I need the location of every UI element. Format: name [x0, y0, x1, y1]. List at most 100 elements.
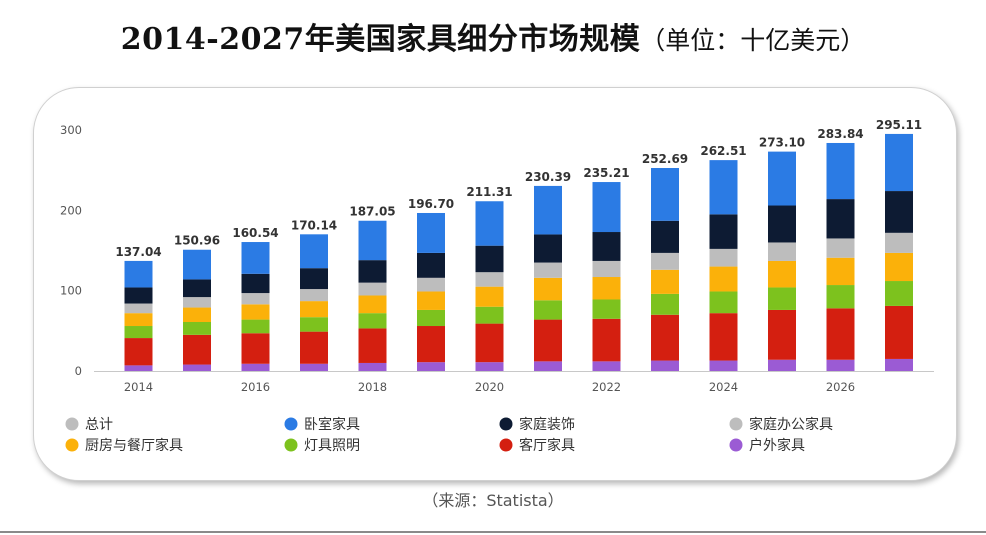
source-note: （来源：Statista）	[422, 491, 564, 510]
bar-segment	[651, 314, 679, 361]
legend-marker	[729, 417, 743, 431]
bar-segment	[417, 326, 445, 363]
y-tick-label: 100	[60, 284, 82, 298]
chart-title: 2014-2027年美国家具细分市场规模	[120, 22, 641, 57]
bar-segment	[768, 205, 796, 243]
bar-segment	[885, 281, 913, 306]
data-label: 170.14	[291, 218, 337, 232]
bar-segment	[300, 234, 328, 269]
bar-segment	[651, 252, 679, 270]
bar-segment	[709, 360, 738, 371]
x-tick-label: 2020	[475, 380, 504, 394]
bottom-divider	[0, 531, 986, 533]
bar-segment	[768, 242, 796, 261]
legend-label: 灯具照明	[304, 438, 360, 454]
bar-segment	[651, 360, 679, 371]
bar-segment	[124, 338, 153, 366]
bar-segment	[183, 279, 211, 298]
bar-segment	[592, 182, 621, 233]
bar-segment	[358, 282, 387, 296]
legend-label: 厨房与餐厅家具	[85, 437, 183, 454]
stacked-bar-chart: 0 100 200 300 137.04 2014 150.96 160.54 2016 170.…	[60, 118, 934, 454]
bar-segment	[534, 319, 562, 362]
bar-segment	[651, 220, 679, 253]
chart-card: 0 100 200 300 137.04 2014 150.96 160.54 2016 170.…	[33, 87, 957, 481]
bar-segment	[768, 260, 796, 288]
legend-marker	[499, 438, 513, 452]
bar-segment	[709, 313, 738, 361]
bar-segment	[592, 361, 621, 371]
bar-segment	[534, 234, 562, 263]
bar-segment	[241, 333, 270, 364]
bar-segment	[709, 160, 738, 215]
bar-segment	[124, 287, 153, 304]
bar-segment	[124, 326, 153, 339]
bar-segment	[651, 269, 679, 294]
data-label: 295.11	[876, 118, 922, 132]
bar-segment	[358, 295, 387, 314]
legend-marker	[65, 438, 79, 452]
bar-segment	[534, 361, 562, 371]
data-label: 137.04	[115, 245, 161, 259]
legend-marker	[65, 417, 79, 431]
page-title: 2014-2027年美国家具细分市场规模（单位：十亿美元）	[0, 14, 986, 58]
bar-segment	[417, 277, 445, 292]
bar-segment	[826, 238, 855, 258]
bar-segment	[768, 309, 796, 360]
bar-segment	[592, 232, 621, 261]
bar-segment	[768, 359, 796, 371]
bar-segment	[709, 266, 738, 292]
bar-segment	[241, 319, 270, 334]
data-label: 150.96	[174, 234, 220, 248]
bar-segment	[417, 252, 445, 278]
bar-segment	[534, 277, 562, 301]
bar-segment	[183, 364, 211, 371]
y-tick-label: 200	[60, 203, 82, 217]
bar-segment	[475, 272, 504, 287]
bar-segment	[592, 299, 621, 319]
bar-segment	[417, 362, 445, 371]
bar-segment	[417, 212, 445, 253]
bar-segment	[358, 313, 387, 329]
bar-segment	[885, 191, 913, 233]
bar-segment	[709, 214, 738, 249]
x-tick-label: 2026	[826, 380, 855, 394]
data-label: 187.05	[349, 205, 395, 219]
x-tick-label: 2022	[592, 380, 621, 394]
bar-segment	[475, 245, 504, 273]
bar-segment	[592, 277, 621, 300]
bar-segment	[475, 286, 504, 307]
bar-segment	[183, 334, 211, 365]
y-tick-label: 300	[60, 123, 82, 137]
bar-segment	[358, 260, 387, 283]
bar-segment	[534, 185, 562, 235]
bar-segment	[358, 328, 387, 363]
bar-segment	[885, 252, 913, 282]
bar-segment	[183, 307, 211, 322]
bar-segment	[709, 248, 738, 267]
bar-segment	[592, 260, 621, 278]
x-tick-label: 2014	[124, 380, 153, 394]
bar-segment	[300, 317, 328, 332]
bar-segment	[475, 362, 504, 371]
bar-segment	[651, 168, 679, 221]
data-label: 230.39	[525, 170, 571, 184]
data-label: 160.54	[232, 226, 278, 240]
bar-segment	[592, 318, 621, 362]
legend-label: 家庭办公家具	[749, 416, 833, 433]
data-label: 262.51	[700, 144, 746, 158]
bar-segment	[709, 291, 738, 314]
legend-label: 总计	[85, 417, 113, 433]
legend-marker	[284, 417, 298, 431]
bar-segment	[826, 257, 855, 286]
x-tick-label: 2016	[241, 380, 270, 394]
bar-segment	[534, 262, 562, 278]
bar-segment	[300, 301, 328, 318]
bar-segment	[358, 220, 387, 261]
bar-segment	[300, 363, 328, 371]
bar-segment	[241, 304, 270, 320]
legend-label: 家庭装饰	[519, 416, 575, 433]
bar-segment	[124, 365, 153, 371]
data-label: 211.31	[466, 185, 512, 199]
bar-segment	[417, 309, 445, 327]
